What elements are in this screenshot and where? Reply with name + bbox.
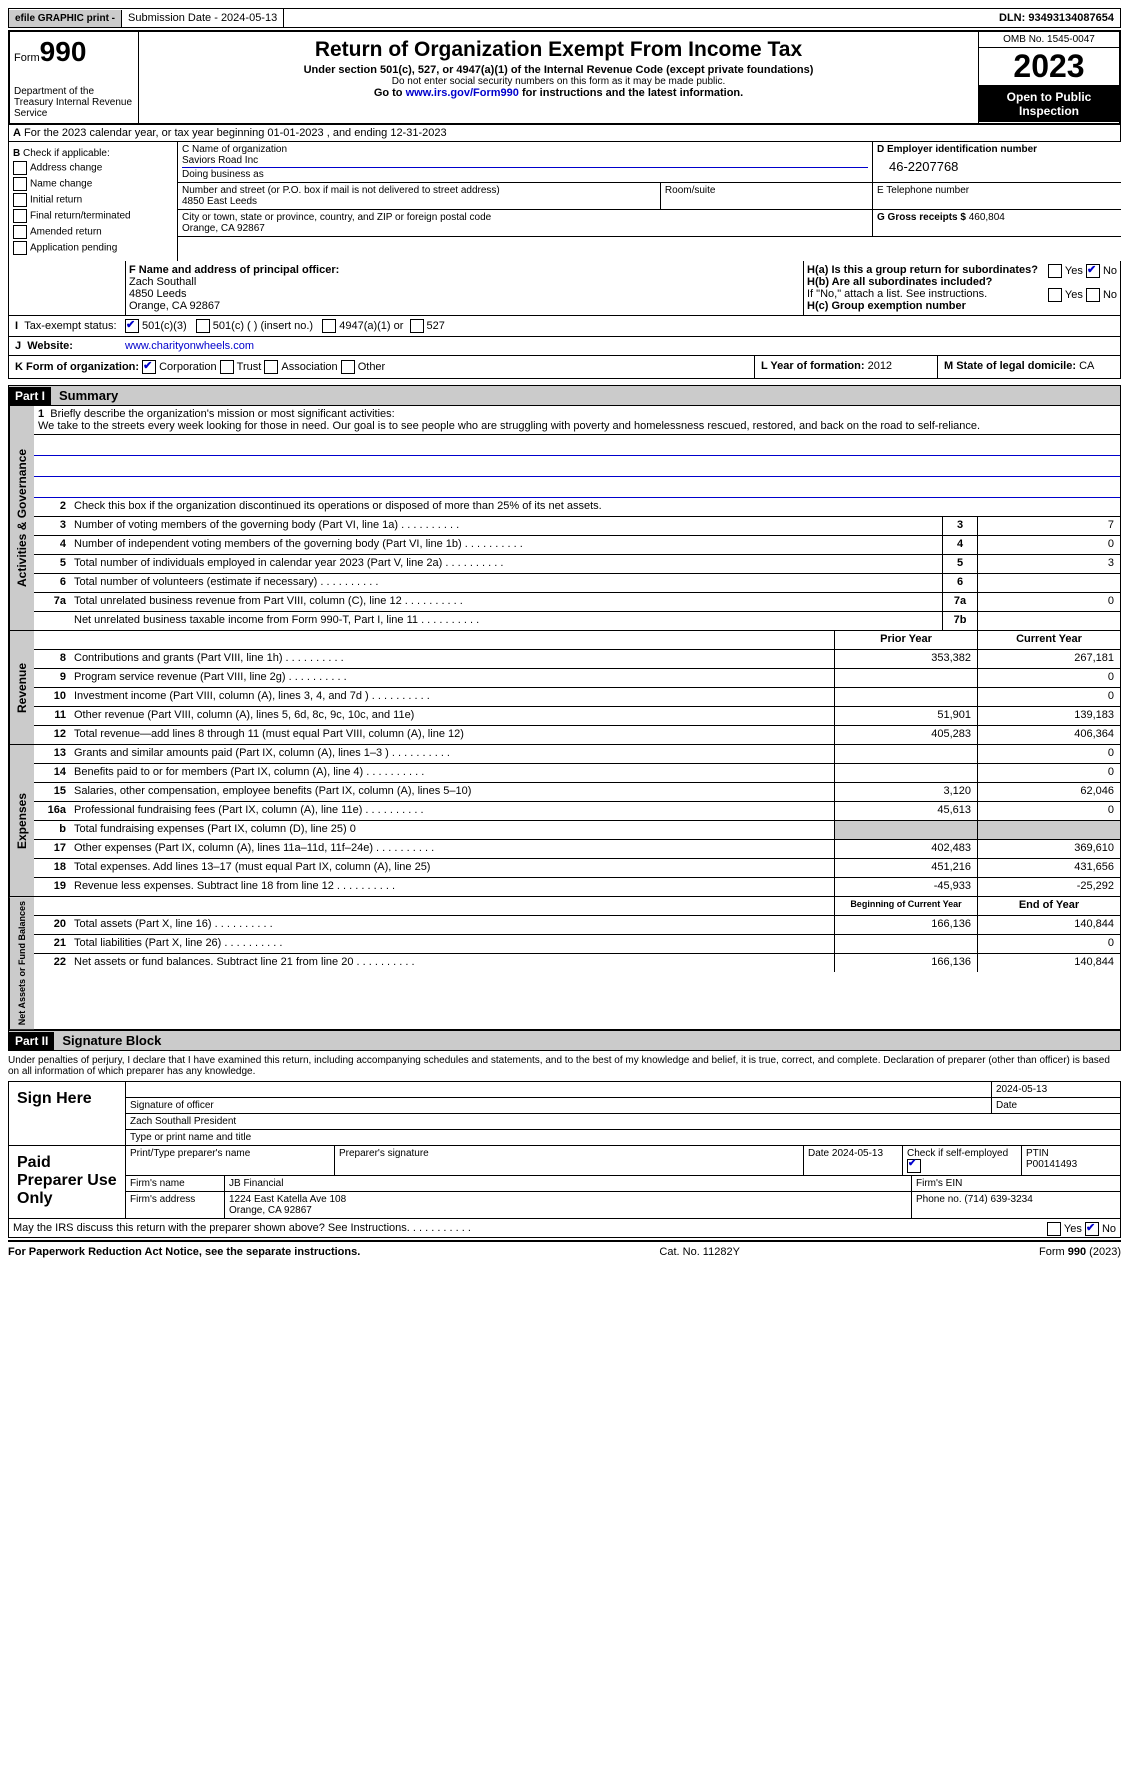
discuss-no[interactable] — [1085, 1222, 1099, 1236]
checkbox-initial-return[interactable] — [13, 193, 27, 207]
open-to-public: Open to Public Inspection — [979, 86, 1119, 122]
activities-governance: Activities & Governance 1 Briefly descri… — [8, 406, 1121, 631]
ha-yes[interactable] — [1048, 264, 1062, 278]
expenses-section: Expenses 13Grants and similar amounts pa… — [8, 745, 1121, 897]
subtitle-1: Under section 501(c), 527, or 4947(a)(1)… — [143, 64, 974, 76]
hb-yes[interactable] — [1048, 288, 1062, 302]
part1-bar: Part I Summary — [8, 385, 1121, 406]
ein-cell: D Employer identification number 46-2207… — [873, 142, 1121, 182]
top-bar: efile GRAPHIC print - Submission Date - … — [8, 8, 1121, 28]
dln: DLN: 93493134087654 — [993, 9, 1120, 27]
form-header: Form990 Department of the Treasury Inter… — [8, 30, 1121, 125]
row-a-tax-year: A For the 2023 calendar year, or tax yea… — [8, 125, 1121, 142]
signature-block: Under penalties of perjury, I declare th… — [8, 1055, 1121, 1238]
side-net-assets: Net Assets or Fund Balances — [9, 897, 34, 1029]
cb-other[interactable] — [341, 360, 355, 374]
cb-501c[interactable] — [196, 319, 210, 333]
part2-bar: Part II Signature Block — [8, 1030, 1121, 1051]
sign-here-label: Sign Here — [9, 1082, 126, 1145]
ein-value: 46-2207768 — [877, 155, 1117, 174]
subtitle-2: Do not enter social security numbers on … — [143, 76, 974, 87]
cb-4947[interactable] — [322, 319, 336, 333]
revenue-section: Revenue Prior YearCurrent Year 8Contribu… — [8, 631, 1121, 745]
cb-self-employed[interactable] — [907, 1159, 921, 1173]
gross-receipts: G Gross receipts $ 460,804 — [873, 210, 1121, 236]
principal-officer: F Name and address of principal officer:… — [126, 261, 804, 315]
section-bcd: B Check if applicable: Address change Na… — [8, 142, 1121, 261]
checkbox-name-change[interactable] — [13, 177, 27, 191]
omb-number: OMB No. 1545-0047 — [979, 32, 1119, 48]
room-suite: Room/suite — [661, 183, 873, 209]
website-link[interactable]: www.charityonwheels.com — [125, 340, 254, 352]
col-b-checkboxes: B Check if applicable: Address change Na… — [9, 142, 178, 261]
cb-501c3[interactable] — [125, 319, 139, 333]
tax-year: 2023 — [979, 48, 1119, 86]
city-cell: City or town, state or province, country… — [178, 210, 873, 236]
website-row: J Website: www.charityonwheels.com — [8, 337, 1121, 356]
ha-no[interactable] — [1086, 264, 1100, 278]
section-fgh: F Name and address of principal officer:… — [8, 261, 1121, 316]
side-expenses: Expenses — [9, 745, 34, 896]
telephone-cell: E Telephone number — [873, 183, 1121, 209]
street-cell: Number and street (or P.O. box if mail i… — [178, 183, 661, 209]
discuss-yes[interactable] — [1047, 1222, 1061, 1236]
org-name: Saviors Road Inc — [182, 155, 868, 166]
efile-print[interactable]: efile GRAPHIC print - — [9, 10, 122, 27]
goto-line: Go to www.irs.gov/Form990 for instructio… — [143, 87, 974, 99]
cb-trust[interactable] — [220, 360, 234, 374]
hb-no[interactable] — [1086, 288, 1100, 302]
org-name-cell: C Name of organization Saviors Road Inc … — [178, 142, 873, 182]
group-return: H(a) Is this a group return for subordin… — [804, 261, 1120, 315]
net-assets-section: Net Assets or Fund Balances Beginning of… — [8, 897, 1121, 1030]
side-activities: Activities & Governance — [9, 406, 34, 630]
cb-assoc[interactable] — [264, 360, 278, 374]
side-revenue: Revenue — [9, 631, 34, 744]
form-number: Form990 — [14, 36, 134, 68]
irs-link[interactable]: www.irs.gov/Form990 — [406, 87, 519, 99]
form-title: Return of Organization Exempt From Incom… — [143, 38, 974, 62]
checkbox-pending[interactable] — [13, 241, 27, 255]
department: Department of the Treasury Internal Reve… — [14, 86, 134, 119]
discuss-row: May the IRS discuss this return with the… — [8, 1219, 1121, 1238]
paid-preparer-label: Paid Preparer Use Only — [9, 1146, 126, 1218]
page-footer: For Paperwork Reduction Act Notice, see … — [8, 1240, 1121, 1262]
checkbox-final-return[interactable] — [13, 209, 27, 223]
klm-row: K Form of organization: Corporation Trus… — [8, 356, 1121, 379]
tax-exempt-row: I Tax-exempt status: 501(c)(3) 501(c) ( … — [8, 316, 1121, 337]
checkbox-amended[interactable] — [13, 225, 27, 239]
perjury-declaration: Under penalties of perjury, I declare th… — [8, 1055, 1121, 1077]
checkbox-address-change[interactable] — [13, 161, 27, 175]
cb-527[interactable] — [410, 319, 424, 333]
cb-corp[interactable] — [142, 360, 156, 374]
submission-date: Submission Date - 2024-05-13 — [122, 9, 284, 27]
